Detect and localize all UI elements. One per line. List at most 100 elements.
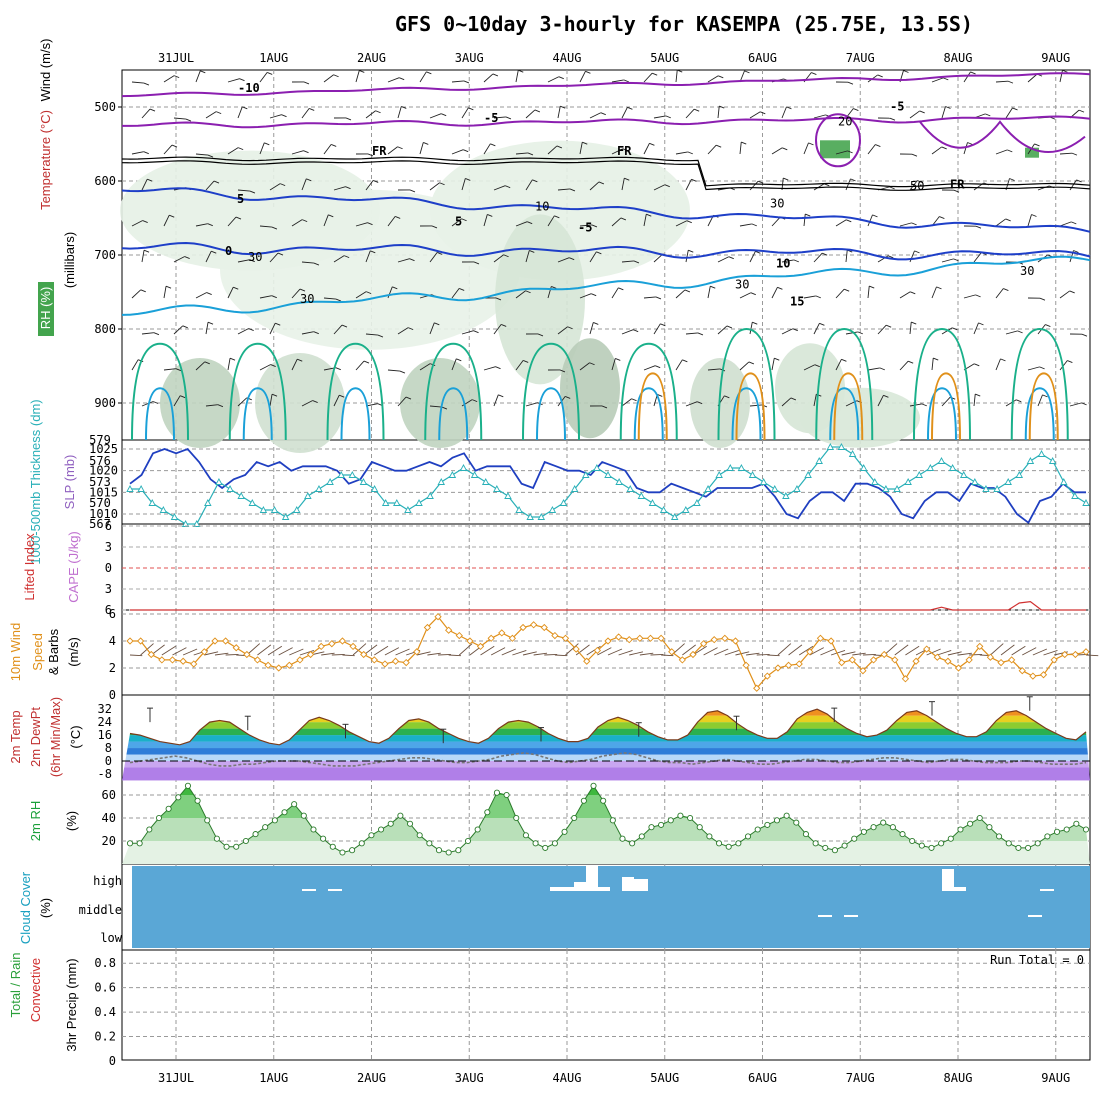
cloud-gap [1028, 915, 1042, 917]
temp-band [122, 767, 1090, 781]
wind-barb [657, 394, 663, 397]
wind-barb [781, 259, 794, 263]
wind-speed-marker [848, 656, 856, 664]
wind-barb [206, 292, 212, 295]
rh-marker [1025, 844, 1032, 851]
wind-barb [985, 113, 991, 117]
temp-contour-minus5 [122, 115, 1091, 129]
wind-barb [714, 648, 729, 656]
wind-barb [931, 77, 944, 83]
cloud-background [132, 866, 1090, 948]
wind-barb [755, 250, 761, 254]
wind-barb [591, 293, 597, 297]
rh-region [160, 358, 240, 448]
wind-barb [195, 70, 201, 83]
wind-barb [877, 324, 887, 335]
wind-barb [883, 394, 889, 398]
cloud-gap [954, 887, 966, 891]
wind-barb [339, 394, 345, 398]
wind-barb [582, 141, 588, 145]
wind-barb [211, 250, 217, 254]
thickness-marker [237, 492, 245, 499]
wind-barb [173, 75, 180, 79]
wind-barb [165, 285, 172, 289]
wind-barb [813, 394, 817, 407]
wind-barb [129, 654, 143, 657]
wind-barb [735, 651, 750, 656]
wind-barb [163, 368, 176, 371]
wind-speed-marker [232, 644, 240, 652]
temp-contour-20 [815, 327, 874, 441]
thickness-marker [726, 464, 735, 471]
wind-barb [537, 333, 544, 337]
wind-barb [569, 188, 576, 192]
pressure-tick: 800 [94, 322, 116, 336]
temp-contour-10 [121, 255, 1091, 316]
wind-speed-marker [136, 637, 145, 645]
date-label-top: 2AUG [357, 51, 386, 65]
wind-barb [975, 225, 982, 229]
thickness-marker [204, 499, 212, 506]
thickness-marker [626, 485, 634, 492]
rh-marker [725, 843, 732, 850]
thickness-marker [559, 499, 568, 506]
precip-tick: 0.8 [94, 956, 116, 970]
wind-barb [788, 644, 803, 656]
wind-barb [205, 251, 212, 263]
rh-band [122, 818, 1090, 841]
wind-barb [512, 649, 527, 656]
temp-axis-label: (6hr Min/Max) [48, 697, 63, 777]
rh-contour-label: 30 [300, 292, 314, 306]
thickness-marker [1082, 499, 1090, 506]
wind-barb [451, 218, 462, 227]
wind-barb [227, 216, 237, 227]
wind-barb [990, 643, 1004, 656]
wind-barb [886, 324, 892, 328]
wind-barb [643, 143, 650, 155]
wind-barb [867, 286, 870, 299]
wind-barb [1037, 394, 1043, 407]
wind-barb [1032, 648, 1048, 656]
date-label-top: 6AUG [748, 51, 777, 65]
rh-marker [358, 840, 365, 847]
wind-barb [215, 111, 222, 115]
wind-speed-marker [944, 657, 952, 665]
wind-barb [665, 115, 671, 119]
rh-axis-label: 2m RH [28, 801, 43, 841]
wind-speed-marker [880, 650, 888, 659]
wind-barb [867, 144, 876, 155]
wind-barb [941, 146, 947, 150]
rh-contour-label: 30 [1020, 264, 1034, 278]
wind-barb [205, 180, 215, 191]
wind-barb [323, 297, 336, 300]
thickness-marker [393, 499, 401, 506]
wind-barb [746, 652, 760, 656]
wind-barb [1069, 179, 1077, 191]
wind-barb [269, 323, 276, 335]
rh-marker [1034, 840, 1041, 847]
wind-barb [682, 644, 697, 656]
wind-barb [567, 326, 573, 330]
temp-axis-label-part: (°C) [68, 725, 83, 748]
rh-axis-label-part: 2m RH [28, 801, 43, 841]
wind-barb [141, 179, 148, 191]
thickness-marker [748, 471, 757, 478]
wind-barb [515, 152, 528, 155]
temp-tick: 8 [105, 741, 112, 755]
cloud-gap [844, 915, 858, 917]
rh-marker [629, 840, 636, 847]
rh-marker [426, 840, 433, 847]
wind-barb [225, 654, 239, 656]
wind-barb [703, 647, 718, 656]
wind-barb [782, 147, 788, 151]
thickness-marker [848, 450, 857, 457]
thickness-marker [215, 478, 223, 485]
temp-contour-15 [438, 387, 469, 441]
precip-legend-convective: Convective [28, 958, 43, 1022]
wind-barb [589, 322, 594, 335]
temp-contour-25 [931, 372, 961, 441]
wind-barb [441, 406, 448, 410]
wind-barb [682, 359, 688, 363]
wind-barb [726, 325, 733, 329]
